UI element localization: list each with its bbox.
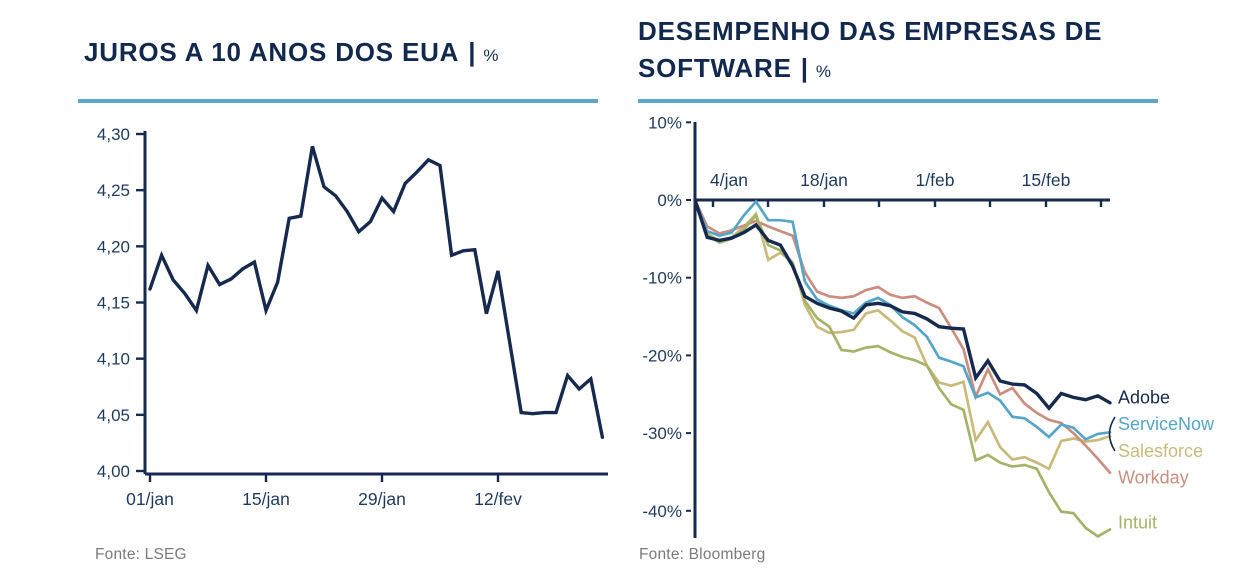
series-line-adobe	[693, 198, 1112, 411]
left-y-tick-label: 4,25	[97, 181, 130, 200]
right-y-tick-label: -30%	[642, 424, 682, 443]
right-chart-title-text: DESEMPENHO DAS EMPRESAS DE SOFTWARE	[638, 16, 1103, 83]
series-line-servicenow	[693, 198, 1112, 441]
left-x-tick-label: 12/fev	[474, 489, 522, 509]
title-separator: |	[800, 53, 809, 83]
left-x-tick-label: 01/jan	[126, 489, 174, 509]
legend-label-servicenow: ServiceNow	[1118, 414, 1215, 434]
left-y-tick-label: 4,00	[97, 462, 130, 481]
left-chart-title: JUROS A 10 ANOS DOS EUA |%	[84, 34, 614, 74]
legend-label-salesforce: Salesforce	[1118, 441, 1203, 461]
left-chart-title-text: JUROS A 10 ANOS DOS EUA	[84, 37, 460, 67]
right-x-tick-label: 15/feb	[1022, 170, 1071, 190]
left-chart-unit: %	[483, 46, 499, 65]
right-x-tick-label: 4/jan	[710, 170, 748, 190]
right-y-tick-label: 10%	[648, 113, 682, 132]
left-chart-source: Fonte: LSEG	[95, 546, 187, 563]
series-line-workday	[693, 198, 1112, 475]
right-chart-title: DESEMPENHO DAS EMPRESAS DE SOFTWARE |%	[638, 13, 1143, 90]
left-y-tick-label: 4,10	[97, 350, 130, 369]
right-title-rule	[638, 99, 1158, 103]
series-line-salesforce	[693, 198, 1112, 471]
legend-label-intuit: Intuit	[1118, 512, 1157, 532]
left-x-tick-label: 15/jan	[242, 489, 290, 509]
left-y-tick-label: 4,20	[97, 237, 130, 256]
legend-brace	[1108, 416, 1116, 452]
left-title-rule	[78, 99, 598, 103]
right-y-tick-label: -20%	[642, 346, 682, 365]
series-line-intuit	[693, 198, 1112, 538]
left-x-tick-label: 29/jan	[358, 489, 406, 509]
right-y-tick-label: -40%	[642, 502, 682, 521]
left-y-tick-label: 4,05	[97, 406, 130, 425]
right-x-tick-label: 1/feb	[916, 170, 955, 190]
right-y-tick-label: 0%	[657, 191, 682, 210]
right-chart-unit: %	[815, 62, 831, 81]
legend-label-adobe: Adobe	[1118, 387, 1170, 407]
right-x-tick-label: 18/jan	[800, 170, 848, 190]
right-chart-source: Fonte: Bloomberg	[639, 546, 766, 563]
legend-label-workday: Workday	[1118, 467, 1189, 487]
left-data-line	[148, 145, 605, 439]
right-y-tick-label: -10%	[642, 269, 682, 288]
title-separator: |	[468, 37, 477, 67]
left-y-tick-label: 4,15	[97, 294, 130, 313]
left-y-tick-label: 4,30	[97, 125, 130, 144]
